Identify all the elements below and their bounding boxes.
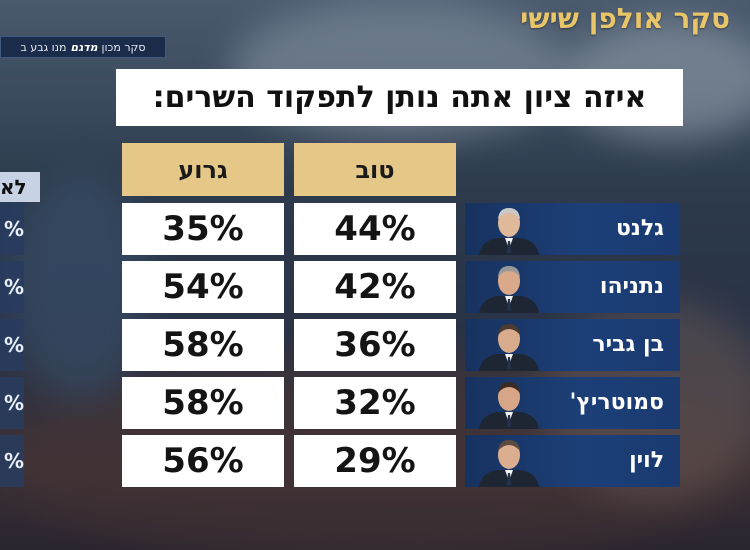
minister-card: לוין [465, 435, 680, 487]
bad-value: 56% [122, 435, 284, 487]
bad-value: 58% [122, 377, 284, 429]
poll-source-bar: סקר מכון מדגם מנו גבע ב [0, 36, 166, 58]
side-column-value: % [0, 203, 24, 255]
source-brand-logo: מדגם [70, 40, 98, 54]
column-header-bad: גרוע [122, 143, 284, 196]
minister-card: בן גביר [465, 319, 680, 371]
minister-card: נתניהו [465, 261, 680, 313]
minister-name: נתניהו [599, 274, 664, 299]
side-column-value: % [0, 377, 24, 429]
source-prefix: סקר מכון [101, 40, 146, 54]
minister-name: בן גביר [592, 332, 664, 357]
minister-photo [473, 203, 545, 255]
side-column-value: % [0, 435, 24, 487]
minister-photo [473, 319, 545, 371]
good-value: 32% [294, 377, 456, 429]
good-value: 29% [294, 435, 456, 487]
good-value: 44% [294, 203, 456, 255]
side-column-value: % [0, 261, 24, 313]
good-value: 42% [294, 261, 456, 313]
minister-name: גלנט [615, 216, 664, 241]
side-column-header: לא [0, 172, 40, 202]
column-header-good: טוב [294, 143, 456, 196]
show-title: סקר אולפן שישי [520, 2, 730, 35]
minister-card: סמוטריץ' [465, 377, 680, 429]
bad-value: 35% [122, 203, 284, 255]
bad-value: 54% [122, 261, 284, 313]
poll-question: איזה ציון אתה נותן לתפקוד השרים: [116, 69, 683, 126]
bad-value: 58% [122, 319, 284, 371]
minister-photo [473, 435, 545, 487]
minister-name: סמוטריץ' [569, 390, 664, 415]
minister-photo [473, 261, 545, 313]
minister-card: גלנט [465, 203, 680, 255]
good-value: 36% [294, 319, 456, 371]
minister-photo [473, 377, 545, 429]
side-column-value: % [0, 319, 24, 371]
minister-name: לוין [629, 448, 664, 473]
source-suffix: מנו גבע ב [20, 40, 67, 54]
